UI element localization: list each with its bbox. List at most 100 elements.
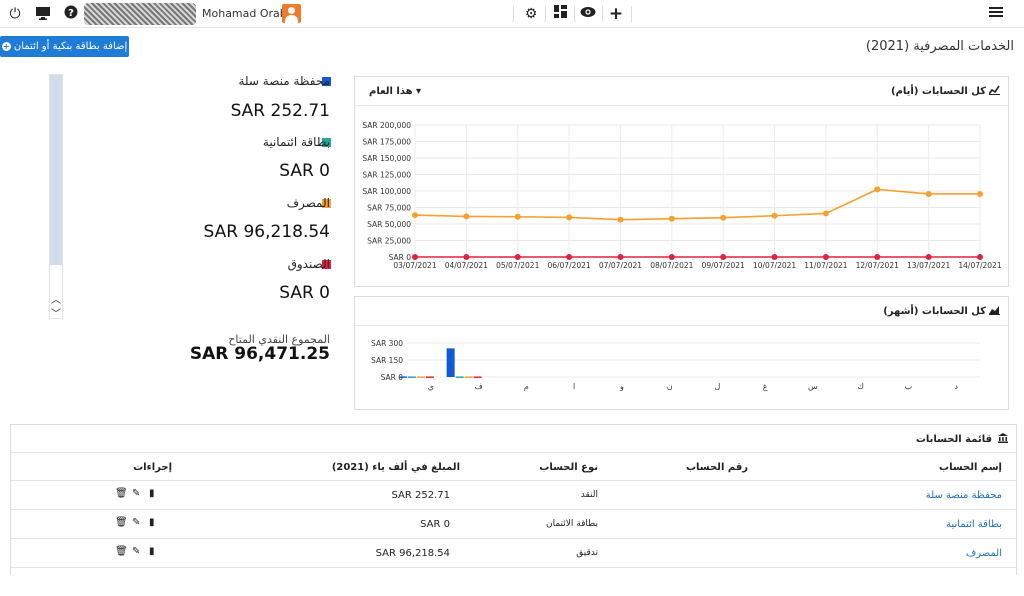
x-tick-label: 11/07/2021 [804,261,847,270]
delete-icon[interactable]: 🗑 [115,488,128,499]
x-tick-label: ي [428,382,434,391]
summary-value-cashbox: SAR 0 [279,283,330,303]
y-tick-label: SAR 50,000 [367,220,411,229]
monthly-chart-title: كل الحسابات (أشهر) [883,306,986,317]
scrollbar-thumb[interactable] [50,75,62,265]
dashboard-icon[interactable] [551,5,569,23]
table-title: قائمة الحسابات [915,434,992,445]
hamburger-icon[interactable] [987,5,1005,23]
y-tick-label: SAR 0 [389,253,412,262]
col-header-number[interactable]: رقم الحساب [686,462,748,473]
add-button-label: إضافة بطاقة بنكية أو ائتمان [13,41,128,52]
table-header-row: إسم الحساب رقم الحساب نوع الحساب المبلغ … [11,452,1016,481]
y-tick-label: SAR 300 [371,339,403,348]
x-tick-label: 06/07/2021 [547,261,590,270]
avatar[interactable] [282,4,301,23]
area-chart-icon [989,305,1000,318]
data-point [668,254,675,260]
col-header-type[interactable]: نوع الحساب [539,462,598,473]
account-type: بطاقة الائتمان [545,519,598,529]
delete-icon[interactable]: 🗑 [115,517,128,528]
divider [574,6,575,22]
eye-icon[interactable] [579,5,597,23]
edit-icon[interactable]: ✎ [132,546,141,557]
account-amount: SAR 0 [420,519,450,530]
data-point [617,216,624,223]
account-name-link[interactable]: محفظة منصة سلة [925,490,1002,501]
x-tick-label: و [619,382,624,391]
edit-icon[interactable]: ✎ [132,517,141,528]
data-point [720,214,727,221]
account-type: تدقيق [576,548,598,558]
add-bank-card-button[interactable]: + إضافة بطاقة بنكية أو ائتمان [0,36,129,57]
data-point [874,254,881,260]
x-tick-label: ا [573,382,575,391]
total-label: المجموع النقدي المتاح [228,333,330,346]
chevron-down-icon[interactable]: ﹀ [51,309,61,320]
monthly-chart-panel: كل الحسابات (أشهر) SAR 0 SAR 150 SAR 300 ي ف… [354,296,1009,410]
x-tick-label: 10/07/2021 [753,261,796,270]
x-tick-label: ك [857,382,864,391]
account-name-link[interactable]: المصرف [965,548,1002,559]
dropdown-caret-icon: ▾ [416,86,422,97]
col-header-actions: إجراءات [133,462,172,473]
account-name-link[interactable]: بطاقة ائتمانية [946,519,1002,530]
add-circle-icon: + [1,41,11,51]
x-tick-label: 07/07/2021 [599,261,642,270]
series-line-0 [414,188,980,221]
data-point [720,254,727,260]
x-tick-label: ب [905,382,913,391]
account-amount: SAR 252.71 [391,490,451,501]
data-point [412,254,418,260]
line-chart-icon [988,85,1000,98]
chevron-up-icon[interactable]: ︿ [51,295,61,306]
x-tick-label: ل [714,382,720,391]
col-header-amount[interactable]: المبلغ في ألف ياء (2021) [331,462,460,473]
power-icon[interactable]: ⏻ [9,6,21,22]
data-point [977,190,983,197]
svg-text:?: ? [68,8,74,19]
page-title: الخدمات المصرفية (2021) [865,39,1014,54]
summary-value-bank: SAR 96,218.54 [203,222,330,242]
col-header-name[interactable]: إسم الحساب [939,462,1002,473]
y-tick-label: SAR 175,000 [362,138,411,147]
plus-icon[interactable]: + [608,4,624,24]
divider [513,6,514,22]
gear-icon[interactable]: ⚙ [524,6,538,22]
x-tick-label: 13/07/2021 [907,261,950,270]
x-tick-label: 12/07/2021 [856,261,899,270]
vertical-scrollbar[interactable]: ︿ ﹀ [49,74,63,320]
summary-label-bank: المصرف [286,196,330,210]
help-icon[interactable]: ? [62,5,80,23]
table-row [11,567,1016,596]
x-tick-label: س [808,382,818,391]
summary-label-credit: بطاقة ائتمانية [262,135,330,149]
y-tick-label: SAR 200,000 [362,121,411,130]
ledger-icon[interactable]: ▮ [149,488,155,499]
range-dropdown[interactable]: ▾ هذا العام [369,86,421,97]
delete-icon[interactable]: 🗑 [115,546,128,557]
y-tick-label: SAR 125,000 [362,171,411,180]
table-row: بطاقة ائتمانية بطاقة الائتمان SAR 0 🗑 ✎ … [11,509,1016,538]
y-tick-label: SAR 100,000 [362,187,411,196]
legend-swatch-cashbox [322,260,331,269]
ledger-icon[interactable]: ▮ [149,517,155,528]
bar [416,376,425,378]
divider [602,6,603,22]
data-point [874,186,881,193]
legend-swatch-salla [322,77,331,86]
edit-icon[interactable]: ✎ [132,488,141,499]
ledger-icon[interactable]: ▮ [149,546,155,557]
data-point [925,190,932,197]
user-name[interactable]: Mohamad Orabbi [202,7,297,20]
bar [425,376,434,378]
monitor-icon[interactable] [34,5,52,23]
y-tick-label: SAR 0 [381,373,404,382]
daily-chart-title: كل الحسابات (أيام) [891,86,986,97]
summary-label-salla: محفظة منصة سلة [238,74,331,88]
account-type: النقد [580,490,598,500]
table-row: المصرف تدقيق SAR 96,218.54 🗑 ✎ ▮ [11,538,1016,567]
y-tick-label: SAR 25,000 [367,237,411,246]
data-point [925,254,932,260]
x-tick-label: 03/07/2021 [393,261,436,270]
